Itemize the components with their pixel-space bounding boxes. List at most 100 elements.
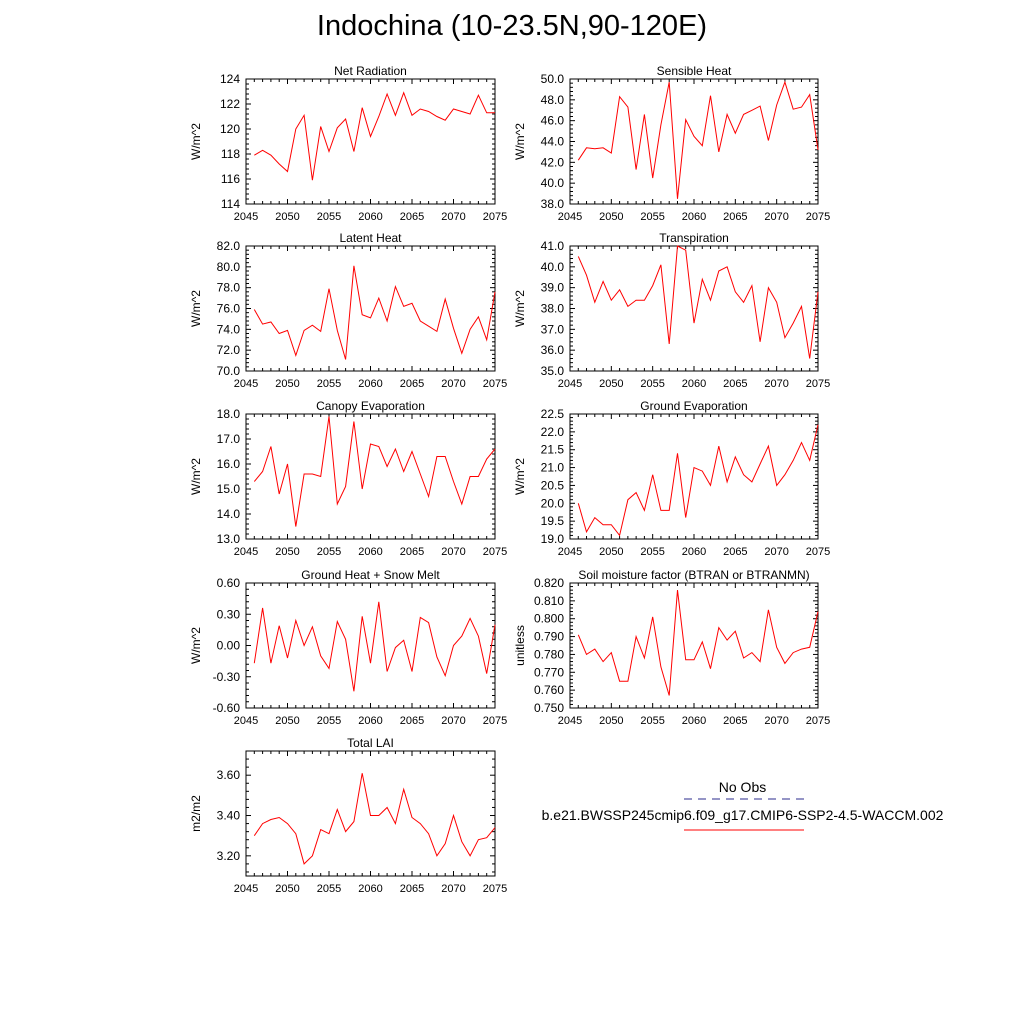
x-tick-label: 2070 xyxy=(764,715,788,727)
y-tick-label: 36.0 xyxy=(541,343,565,357)
panel-5: Canopy Evaporation 2045 2050 2055 2060 2065 20… xyxy=(189,399,507,558)
y-tick-label: 16.0 xyxy=(217,457,241,471)
panel-title: Ground Evaporation xyxy=(640,399,747,413)
x-tick-label: 2065 xyxy=(400,715,424,727)
legend-obs-line xyxy=(684,798,804,800)
x-tick-label: 2075 xyxy=(806,378,830,390)
y-axis-label: W/m^2 xyxy=(189,290,203,327)
panel-9: Total LAI 2045 2050 2055 2060 2065 2070 2075 3.2… xyxy=(189,736,507,895)
y-tick-label: 38.0 xyxy=(541,197,565,211)
series-line xyxy=(253,601,496,692)
x-tick-label: 2055 xyxy=(317,715,341,727)
y-tick-label: 0.750 xyxy=(534,701,564,715)
x-tick-label: 2075 xyxy=(483,715,507,727)
y-tick-label: 0.30 xyxy=(217,607,241,621)
y-tick-label: -0.30 xyxy=(213,670,241,684)
y-tick-label: 22.5 xyxy=(541,407,565,421)
x-tick-label: 2045 xyxy=(558,546,582,558)
y-tick-label: 18.0 xyxy=(217,407,241,421)
x-tick-label: 2070 xyxy=(441,546,465,558)
panel-frame xyxy=(245,245,496,372)
x-tick-label: 2050 xyxy=(275,715,299,727)
x-tick-label: 2045 xyxy=(234,378,258,390)
x-tick-label: 2055 xyxy=(640,378,664,390)
series-line xyxy=(254,91,495,181)
x-tick-label: 2075 xyxy=(483,883,507,895)
x-tick-label: 2060 xyxy=(358,546,382,558)
y-tick-label: 0.760 xyxy=(534,683,564,697)
x-tick-label: 2065 xyxy=(400,211,424,223)
series-line xyxy=(253,773,496,865)
y-tick-label: 20.5 xyxy=(541,478,565,492)
legend-model-line xyxy=(684,829,804,831)
y-tick-label: 0.780 xyxy=(534,647,564,661)
y-tick-label: 116 xyxy=(221,172,240,186)
y-tick-label: 39.0 xyxy=(541,281,565,295)
y-tick-label: 40.0 xyxy=(541,260,565,274)
y-tick-label: 35.0 xyxy=(541,364,565,378)
y-tick-label: 22.0 xyxy=(541,425,565,439)
y-axis-label: unitless xyxy=(513,625,527,666)
y-tick-label: 44.0 xyxy=(541,135,565,149)
x-tick-label: 2075 xyxy=(806,546,830,558)
x-tick-label: 2045 xyxy=(558,211,582,223)
y-tick-label: 120 xyxy=(220,122,240,136)
x-tick-label: 2050 xyxy=(599,211,623,223)
y-axis-label: W/m^2 xyxy=(513,290,527,327)
y-tick-label: 0.770 xyxy=(534,665,564,679)
y-axis-label: W/m^2 xyxy=(189,627,203,664)
y-tick-label: 76.0 xyxy=(217,302,241,316)
x-tick-label: 2060 xyxy=(358,715,382,727)
x-tick-label: 2070 xyxy=(441,378,465,390)
y-tick-label: 37.0 xyxy=(541,322,565,336)
panel-1: Net Radiation 2045 2050 2055 2060 2065 2070 207… xyxy=(189,64,507,223)
x-tick-label: 2060 xyxy=(682,715,706,727)
y-tick-label: 20.0 xyxy=(541,496,565,510)
series-line xyxy=(577,245,819,359)
x-tick-label: 2060 xyxy=(682,378,706,390)
x-tick-label: 2075 xyxy=(483,378,507,390)
y-tick-label: 0.790 xyxy=(534,630,564,644)
x-tick-label: 2050 xyxy=(275,546,299,558)
x-tick-label: 2050 xyxy=(599,546,623,558)
y-tick-label: 80.0 xyxy=(217,260,241,274)
x-tick-label: 2055 xyxy=(640,715,664,727)
y-tick-label: 13.0 xyxy=(217,532,241,546)
x-tick-label: 2055 xyxy=(640,546,664,558)
x-tick-label: 2045 xyxy=(234,211,258,223)
series-line xyxy=(577,80,819,199)
y-tick-label: 38.0 xyxy=(541,302,565,316)
x-tick-label: 2060 xyxy=(358,211,382,223)
y-tick-label: 3.60 xyxy=(217,768,241,782)
panel-2: Sensible Heat 2045 2050 2055 2060 2065 2070 207… xyxy=(513,64,830,223)
y-axis-label: m2/m2 xyxy=(189,795,203,832)
panel-8: Soil moisture factor (BTRAN or BTRANMN) 2… xyxy=(513,568,830,727)
panel-frame xyxy=(245,413,496,540)
y-tick-label: 0.800 xyxy=(534,612,564,626)
legend-model-label: b.e21.BWSSP245cmip6.f09_g17.CMIP6-SSP2-4… xyxy=(541,807,944,823)
panel-frame xyxy=(245,78,496,205)
y-tick-label: 82.0 xyxy=(217,239,241,253)
y-tick-label: 118 xyxy=(221,147,240,161)
y-tick-label: 0.810 xyxy=(534,594,564,608)
y-tick-label: 19.0 xyxy=(541,532,565,546)
series-line xyxy=(253,265,496,360)
y-tick-label: 78.0 xyxy=(217,281,241,295)
x-tick-label: 2055 xyxy=(317,211,341,223)
x-tick-label: 2070 xyxy=(764,211,788,223)
x-tick-label: 2055 xyxy=(317,378,341,390)
x-tick-label: 2065 xyxy=(723,546,747,558)
panel-6: Ground Evaporation 2045 2050 2055 2060 2065 20… xyxy=(513,399,830,558)
x-tick-label: 2065 xyxy=(723,715,747,727)
x-tick-label: 2050 xyxy=(275,378,299,390)
y-tick-label: 70.0 xyxy=(217,364,241,378)
y-tick-label: 15.0 xyxy=(217,482,241,496)
panel-title: Total LAI xyxy=(347,736,394,750)
x-tick-label: 2055 xyxy=(317,883,341,895)
y-tick-label: 0.60 xyxy=(217,576,241,590)
panel-4: Transpiration 2045 2050 2055 2060 2065 2070 207… xyxy=(513,231,830,390)
x-tick-label: 2070 xyxy=(441,715,465,727)
y-tick-label: 40.0 xyxy=(541,176,565,190)
panel-frame xyxy=(569,582,819,709)
x-tick-label: 2070 xyxy=(441,211,465,223)
